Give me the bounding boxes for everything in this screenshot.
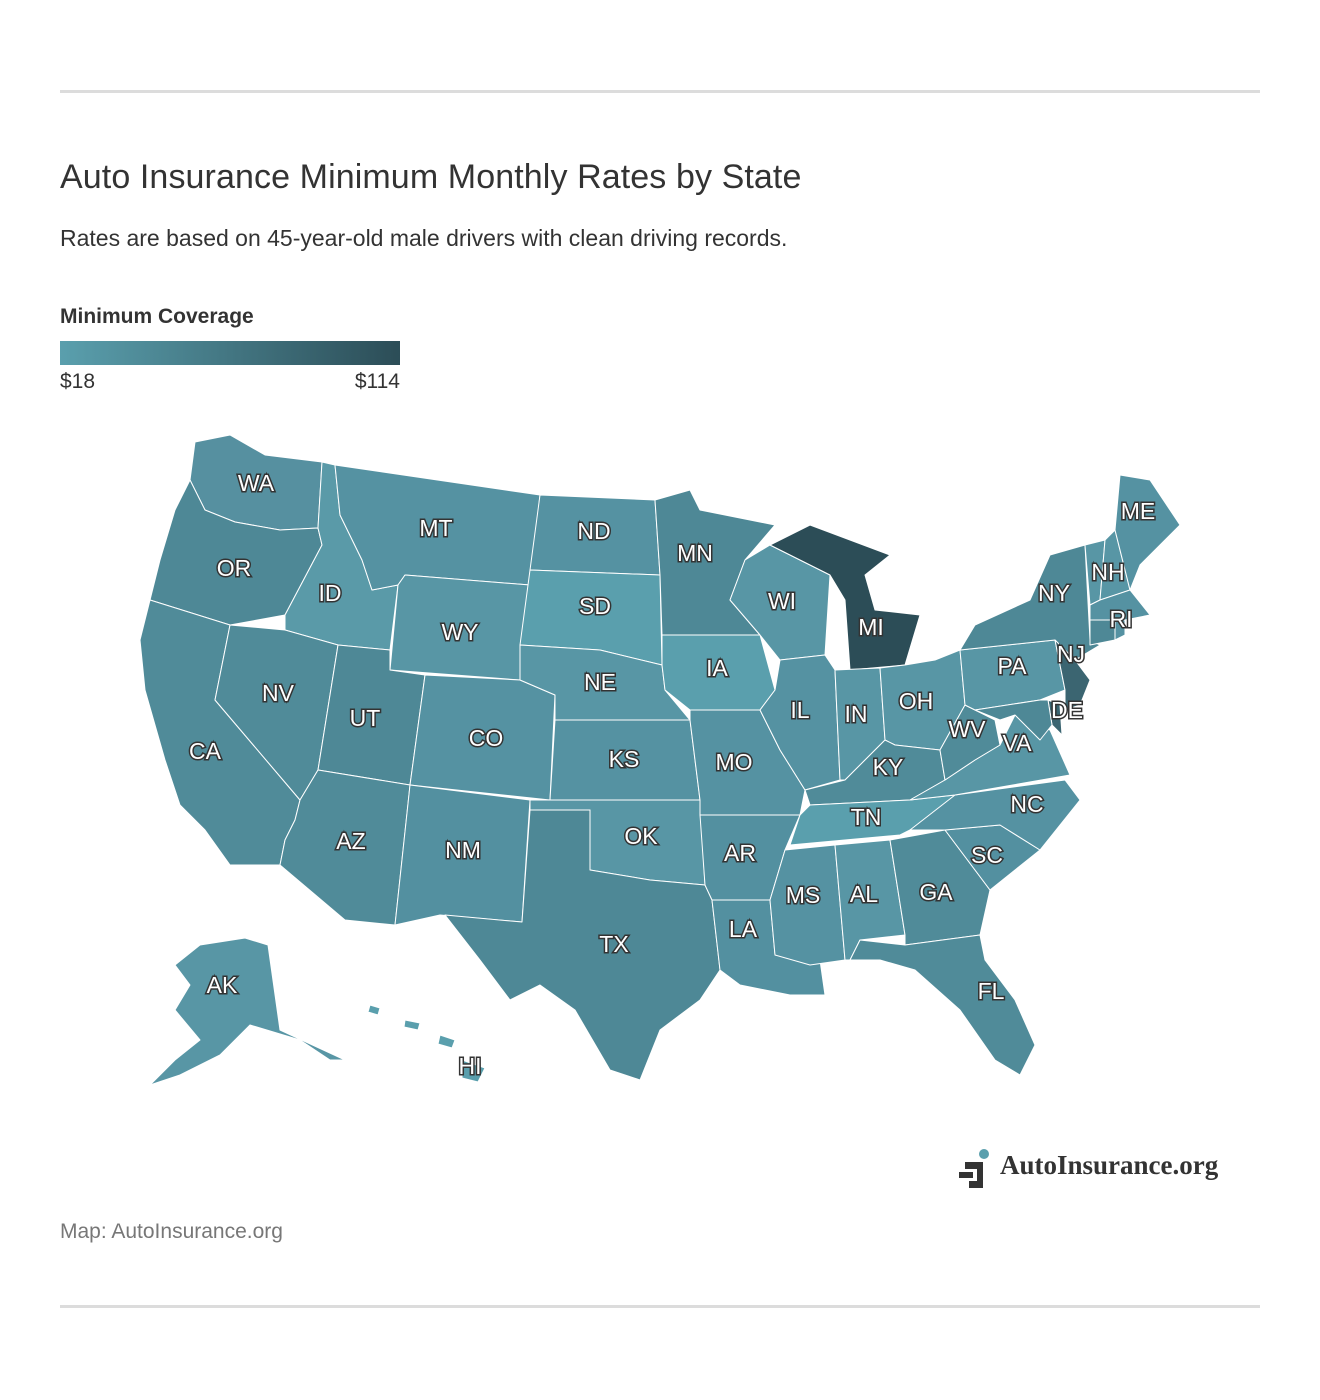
top-divider (60, 90, 1260, 93)
state-label-oh: OH (899, 688, 934, 714)
state-label-nd: ND (577, 518, 610, 544)
state-nc[interactable] (909, 779, 1081, 851)
state-fl[interactable] (849, 934, 1036, 1076)
state-label-ia: IA (706, 655, 728, 681)
state-label-ar: AR (724, 840, 756, 866)
state-label-ut: UT (350, 705, 381, 731)
state-co[interactable] (409, 674, 556, 801)
state-ak[interactable] (149, 937, 346, 1086)
state-label-mt: MT (419, 515, 452, 541)
state-label-ny: NY (1038, 580, 1070, 606)
legend-gradient-bar (60, 341, 400, 365)
state-label-id: ID (319, 580, 342, 606)
state-label-nc: NC (1010, 791, 1043, 817)
state-nj[interactable] (1054, 639, 1091, 711)
state-label-ak: AK (207, 972, 238, 998)
state-label-ri: RI (1110, 606, 1133, 632)
state-label-wa: WA (238, 470, 275, 496)
state-label-la: LA (729, 916, 758, 942)
state-label-fl: FL (978, 978, 1005, 1004)
state-label-ok: OK (624, 823, 658, 849)
legend-title: Minimum Coverage (60, 305, 254, 328)
logo-wordmark: AutoInsurance.org (1000, 1150, 1219, 1180)
legend-max-label: $114 (354, 370, 400, 393)
state-label-ms: MS (786, 882, 821, 908)
state-label-tn: TN (851, 804, 882, 830)
page-title: Auto Insurance Minimum Monthly Rates by … (60, 158, 802, 196)
state-label-va: VA (1003, 730, 1033, 756)
state-label-sd: SD (579, 593, 611, 619)
state-label-il: IL (790, 697, 809, 723)
state-label-me: ME (1121, 498, 1156, 524)
state-label-wy: WY (441, 619, 478, 645)
state-label-ne: NE (584, 669, 616, 695)
state-label-de: DE (1051, 697, 1083, 723)
state-label-wv: WV (948, 716, 986, 742)
page-subtitle: Rates are based on 45-year-old male driv… (60, 225, 788, 251)
state-label-nj: NJ (1057, 641, 1085, 667)
state-label-nv: NV (262, 680, 295, 706)
state-label-wi: WI (768, 588, 796, 614)
state-hi[interactable] (367, 1004, 486, 1083)
state-label-sc: SC (971, 842, 1003, 868)
state-label-or: OR (217, 555, 252, 581)
state-label-mo: MO (715, 749, 752, 775)
state-labels: WA OR CA ID NV MT WY UT AZ CO NM ND SD N… (188, 469, 1157, 1081)
map-source-credit: Map: AutoInsurance.org (60, 1220, 283, 1243)
state-label-ga: GA (919, 879, 953, 905)
state-label-nm: NM (445, 837, 481, 863)
state-label-mn: MN (677, 540, 713, 566)
bottom-divider (60, 1305, 1260, 1308)
state-label-al: AL (850, 881, 878, 907)
state-label-ky: KY (873, 754, 904, 780)
state-label-in: IN (845, 701, 868, 727)
state-ri[interactable] (1114, 619, 1126, 641)
autoinsurance-logo-icon[interactable] (955, 1148, 1255, 1192)
state-label-mi: MI (858, 614, 884, 640)
state-label-az: AZ (336, 828, 365, 854)
us-states-map: WA OR CA ID NV MT WY UT AZ CO NM ND SD N… (139, 434, 1181, 1086)
state-tx[interactable] (444, 809, 721, 1081)
state-md[interactable] (974, 699, 1053, 741)
state-wy[interactable] (389, 574, 531, 681)
state-label-pa: PA (998, 653, 1028, 679)
state-label-ks: KS (609, 746, 640, 772)
state-label-tx: TX (599, 931, 628, 957)
legend-min-label: $18 (60, 370, 96, 393)
state-label-nh: NH (1091, 559, 1124, 585)
state-label-co: CO (469, 725, 504, 751)
state-label-ca: CA (189, 738, 222, 764)
state-mi[interactable] (769, 524, 921, 671)
state-label-hi: HI (459, 1053, 482, 1079)
